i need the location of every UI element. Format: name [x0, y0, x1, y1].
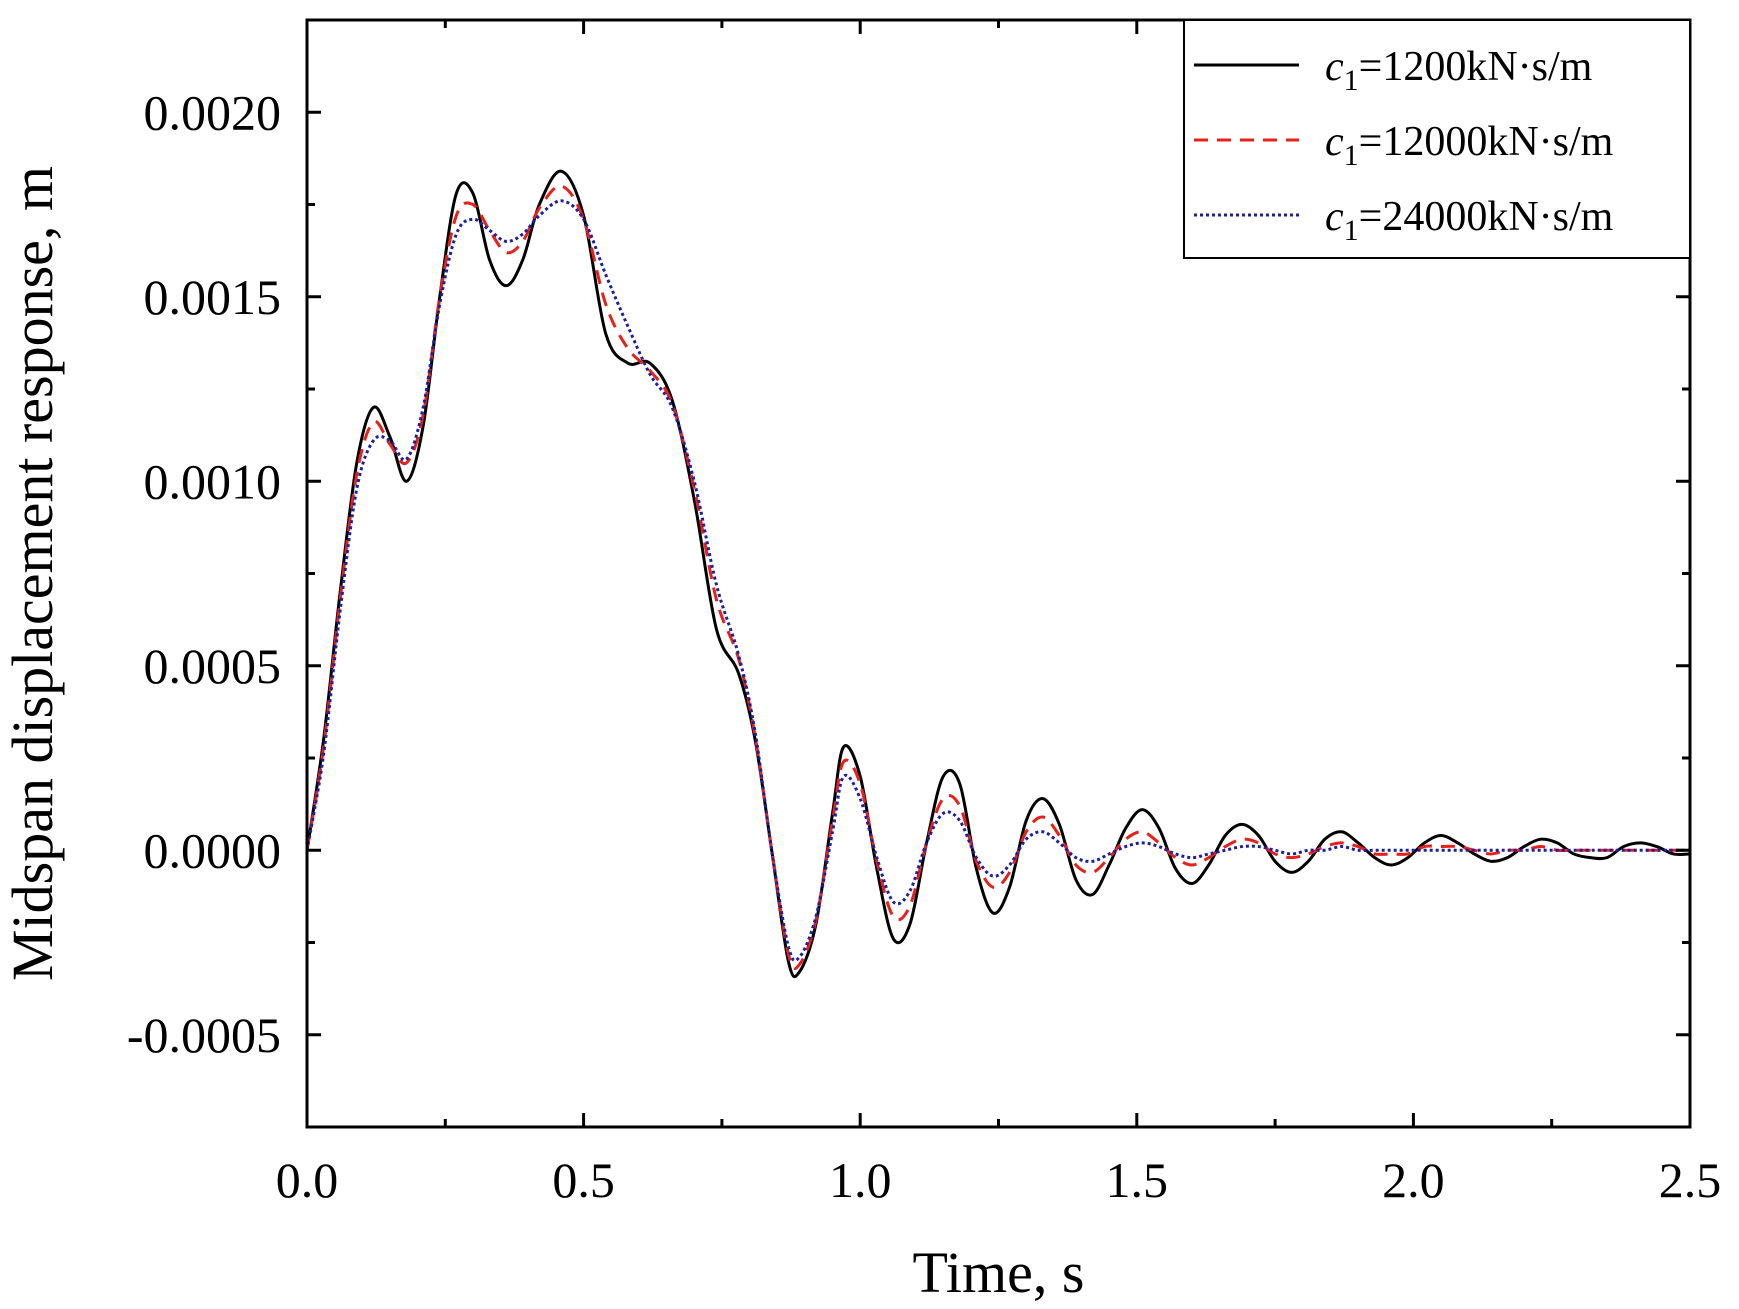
x-tick-label: 0.5 [552, 1152, 615, 1208]
plot-frame [305, 18, 1692, 1129]
legend: c1=1200kN·s/m c1=12000kN·s/m c1=24000kN·s/… [1183, 19, 1691, 259]
x-tick-label: 2.0 [1382, 1152, 1445, 1208]
legend-label: c1=12000kN·s/m [1325, 119, 1614, 172]
x-tick-label: 0.0 [276, 1152, 339, 1208]
legend-label: c1=1200kN·s/m [1325, 44, 1593, 97]
tick-labels: 0.0 0.5 1.0 1.5 2.0 2.5 -0.0005 0.0000 0.0005 0.0… [127, 84, 1721, 1208]
y-tick-label: -0.0005 [127, 1007, 281, 1063]
y-axis-title: Midspan displacement response, m [0, 166, 65, 981]
series-line-3 [307, 199, 1690, 963]
x-tick-label: 2.5 [1659, 1152, 1722, 1208]
series-layer [307, 169, 1690, 979]
x-tick-label: 1.0 [829, 1152, 892, 1208]
legend-label: c1=24000kN·s/m [1325, 194, 1614, 247]
x-tick-label: 1.5 [1106, 1152, 1169, 1208]
y-tick-label: 0.0010 [144, 453, 282, 509]
y-tick-label: 0.0000 [144, 822, 282, 878]
y-tick-label: 0.0005 [144, 638, 282, 694]
series-line-1 [307, 169, 1690, 979]
y-tick-label: 0.0015 [144, 269, 282, 325]
x-axis-title: Time, s [913, 1240, 1085, 1305]
y-tick-label: 0.0020 [144, 84, 282, 140]
series-line-2 [307, 184, 1690, 971]
